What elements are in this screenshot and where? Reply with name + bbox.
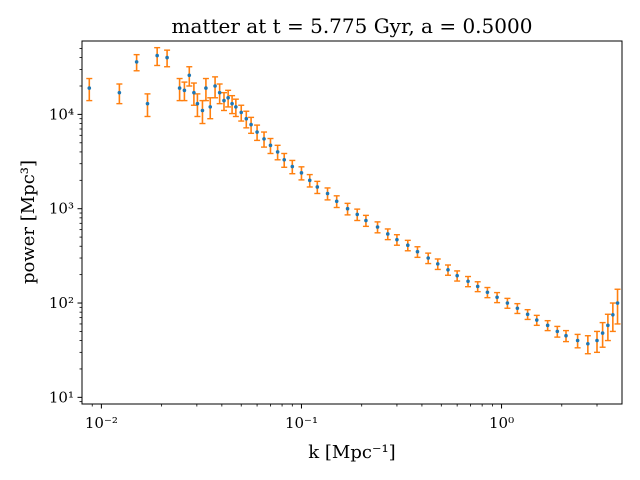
data-point [575, 338, 580, 343]
plot-frame [81, 40, 623, 405]
data-point [505, 301, 510, 305]
data-point [355, 212, 360, 217]
data-point [182, 88, 187, 93]
data-point [187, 73, 192, 78]
data-point [334, 199, 339, 204]
data-point [268, 143, 273, 148]
x-tick-label: 10⁰ [489, 414, 514, 432]
x-tick-label: 10⁻¹ [285, 414, 318, 432]
data-point [299, 171, 304, 175]
data-point [485, 290, 490, 295]
data-point [446, 268, 450, 272]
data-point [600, 331, 605, 335]
data-point [145, 101, 150, 106]
data-point [155, 53, 159, 58]
data-point [495, 295, 499, 300]
data-point [525, 312, 530, 317]
data-point [385, 232, 390, 236]
y-tick-label: 10¹ [49, 388, 74, 406]
data-point [606, 323, 610, 328]
data-point [315, 185, 320, 189]
data-point [275, 150, 280, 154]
data-point [249, 122, 253, 127]
x-axis-label: k [Mpc⁻¹] [308, 442, 395, 463]
data-point [534, 318, 539, 322]
y-tick-label: 10³ [49, 200, 74, 218]
data-point [262, 137, 266, 141]
data-point [117, 90, 122, 95]
point-group [87, 53, 620, 346]
data-point [239, 110, 244, 115]
x-tick-label: 10⁻² [85, 414, 118, 432]
data-point [134, 60, 139, 64]
data-point [426, 256, 431, 260]
data-point [165, 55, 169, 60]
data-point [226, 95, 230, 100]
y-axis-label: power [Mpc³] [18, 160, 39, 284]
data-point [555, 329, 560, 334]
data-point [545, 323, 550, 328]
data-point [466, 279, 470, 284]
y-axis: 10¹ 10² 10³ 10⁴ [49, 48, 82, 406]
data-point [222, 98, 226, 103]
data-point [595, 338, 599, 343]
data-point [204, 86, 208, 90]
data-point [177, 86, 182, 90]
data-point [244, 116, 249, 121]
data-point [195, 101, 200, 106]
data-point [87, 86, 92, 90]
y-tick-label: 10² [49, 294, 74, 312]
data-point [234, 105, 238, 109]
data-point [375, 225, 380, 229]
data-point [395, 237, 399, 242]
plot-area [86, 46, 621, 355]
data-point [615, 301, 620, 305]
data-point [475, 284, 480, 289]
data-point [455, 273, 459, 278]
data-point [255, 130, 259, 134]
y-tick-label: 10⁴ [49, 105, 74, 123]
data-point [586, 341, 590, 346]
chart-title: matter at t = 5.775 Gyr, a = 0.5000 [172, 14, 533, 38]
data-point [515, 306, 520, 311]
data-point [435, 262, 440, 266]
data-point [564, 333, 568, 338]
data-point [282, 158, 287, 162]
data-point [406, 243, 410, 248]
x-axis: 10⁻² 10⁻¹ 10⁰ [85, 404, 598, 432]
data-point [213, 84, 217, 88]
data-point [192, 90, 196, 95]
data-point [415, 249, 420, 254]
data-point [611, 313, 615, 317]
data-point [217, 90, 222, 95]
data-point [345, 206, 350, 211]
data-point [364, 218, 368, 223]
data-point [208, 105, 213, 109]
data-point [200, 108, 205, 113]
data-point [290, 164, 295, 169]
data-point [325, 191, 330, 196]
data-point [307, 178, 312, 183]
data-point [230, 101, 234, 106]
errorbar-group [86, 46, 621, 355]
